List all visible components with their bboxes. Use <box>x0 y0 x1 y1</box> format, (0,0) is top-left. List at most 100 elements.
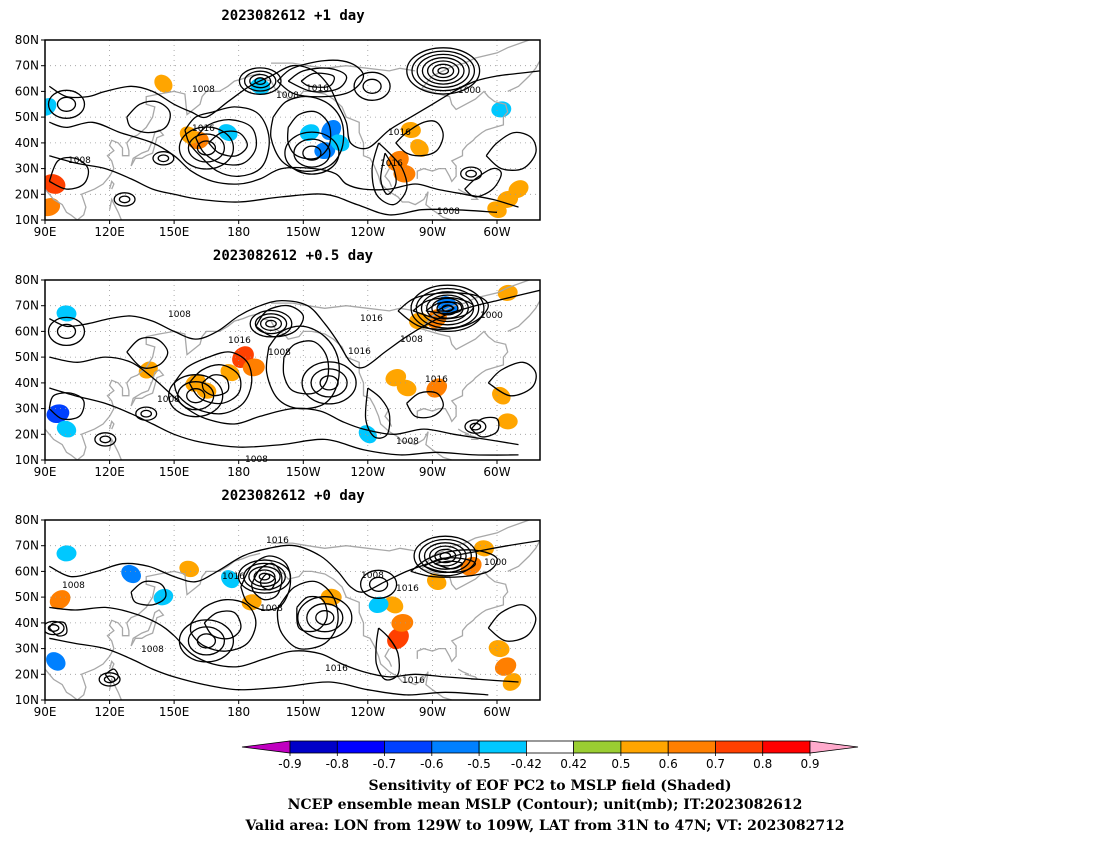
isobar <box>49 356 519 446</box>
colorbar-box <box>336 740 385 754</box>
coastline <box>45 72 261 220</box>
colorbar-tick-label: 0.6 <box>659 757 678 771</box>
isobar <box>276 580 339 650</box>
colorbar-tick-label: 0.5 <box>611 757 630 771</box>
lat-tick-label: 40N <box>15 616 39 630</box>
lon-tick-label: 120E <box>94 225 125 239</box>
coastline <box>108 660 115 670</box>
isobar <box>48 621 68 637</box>
coastline <box>507 540 540 572</box>
isobar-ring-low <box>439 552 452 560</box>
lat-lon-grid <box>45 520 540 700</box>
isobar-ring-low <box>437 66 450 75</box>
coastline <box>108 420 115 430</box>
isobar-label: 1016 <box>388 128 411 138</box>
sensitivity-patch <box>179 560 200 578</box>
colorbar-tick-label: 0.7 <box>706 757 725 771</box>
coastline <box>416 520 530 663</box>
sensitivity-patch <box>358 425 377 444</box>
isobar-ring-low <box>248 566 281 588</box>
isobar <box>201 374 230 397</box>
isobar-ring-low <box>464 419 487 434</box>
lat-tick-label: 50N <box>15 590 39 604</box>
lon-tick-label: 120E <box>94 705 125 719</box>
isobar-ring-high <box>187 626 226 656</box>
lon-tick-label: 150W <box>286 225 321 239</box>
panel-title: 2023082612 +0.5 day <box>213 248 374 264</box>
isobar-ring-low <box>460 166 483 181</box>
isobar-ring-low <box>415 287 480 329</box>
colorbar-box <box>384 740 433 754</box>
isobar-ring-high <box>56 323 77 340</box>
sensitivity-patch <box>487 201 507 219</box>
isobar-ring-low <box>254 313 288 335</box>
isobar-ring-high <box>310 368 348 398</box>
isobar <box>49 637 489 696</box>
sensitivity-patch <box>497 413 518 430</box>
lon-tick-label: 90W <box>419 705 446 719</box>
sensitivity-patch <box>45 98 57 116</box>
coastline <box>507 300 540 332</box>
lat-tick-label: 30N <box>15 642 39 656</box>
isobar <box>464 167 502 198</box>
isobar-ring-low <box>413 535 478 577</box>
colorbar-box <box>667 740 716 754</box>
colorbar-tick-label: -0.6 <box>420 757 443 771</box>
coastline <box>416 280 530 423</box>
isobar-ring-low <box>103 675 116 684</box>
isobar-ring-low <box>406 47 481 95</box>
lon-tick-label: 120W <box>350 705 385 719</box>
caption-line-2: NCEP ensemble mean MSLP (Contour); unit(… <box>288 797 803 813</box>
isobar-ring-low <box>249 309 293 338</box>
isobar-label: 1016 <box>266 536 289 546</box>
lon-tick-label: 180 <box>227 225 250 239</box>
sensitivity-patch <box>488 640 510 658</box>
coastline <box>384 168 393 187</box>
isobar-ring-low <box>113 192 136 207</box>
isobar <box>104 668 119 683</box>
isobar <box>406 391 444 419</box>
isobar-ring-low <box>94 432 117 447</box>
isobar-label: 1008 <box>168 310 191 320</box>
lon-tick-label: 90W <box>419 465 446 479</box>
isobar-ring-low <box>259 316 283 331</box>
coastline <box>384 648 393 667</box>
isobar <box>287 67 348 93</box>
isobar <box>269 95 345 172</box>
sensitivity-patch <box>410 139 429 157</box>
colorbar-arrow-high <box>809 740 859 754</box>
mslp-contours <box>47 47 540 216</box>
lat-tick-label: 70N <box>15 59 39 73</box>
isobar <box>259 573 277 591</box>
colorbar-tick-label: -0.5 <box>467 757 490 771</box>
sensitivity-shading <box>46 284 518 444</box>
sensitivity-patch <box>56 420 77 438</box>
lon-tick-label: 90W <box>419 225 446 239</box>
isobar-ring-low <box>140 409 153 418</box>
colorbar-arrow-low <box>241 740 291 754</box>
lat-tick-label: 70N <box>15 299 39 313</box>
isobar-label: 1008 <box>437 207 460 217</box>
isobar <box>364 387 391 439</box>
lat-tick-label: 60N <box>15 324 39 338</box>
isobar <box>487 604 537 642</box>
isobar-label: 1016 <box>348 347 371 357</box>
isobar-ring-high <box>293 138 331 168</box>
isobar <box>371 142 408 206</box>
isobar <box>49 606 519 683</box>
isobar-ring-low <box>258 572 271 581</box>
lat-tick-label: 80N <box>15 513 39 527</box>
isobar-label: 1016 <box>222 572 245 582</box>
lat-tick-label: 50N <box>15 350 39 364</box>
lat-tick-label: 30N <box>15 162 39 176</box>
lon-tick-label: 180 <box>227 465 250 479</box>
isobar-ring-low <box>410 284 485 333</box>
isobar-ring-low <box>420 291 475 326</box>
map-panel-1: 2023082612 +1 day 1008 1008 1016 1016 10… <box>15 8 541 239</box>
isobar-ring-low <box>426 60 460 82</box>
isobar-label: 1000 <box>480 311 503 321</box>
sensitivity-patch <box>46 652 66 671</box>
isobar-ring-low <box>429 545 462 567</box>
isobar-ring-low <box>436 301 459 316</box>
caption-line-1: Sensitivity of EOF PC2 to MSLP field (Sh… <box>368 778 731 794</box>
